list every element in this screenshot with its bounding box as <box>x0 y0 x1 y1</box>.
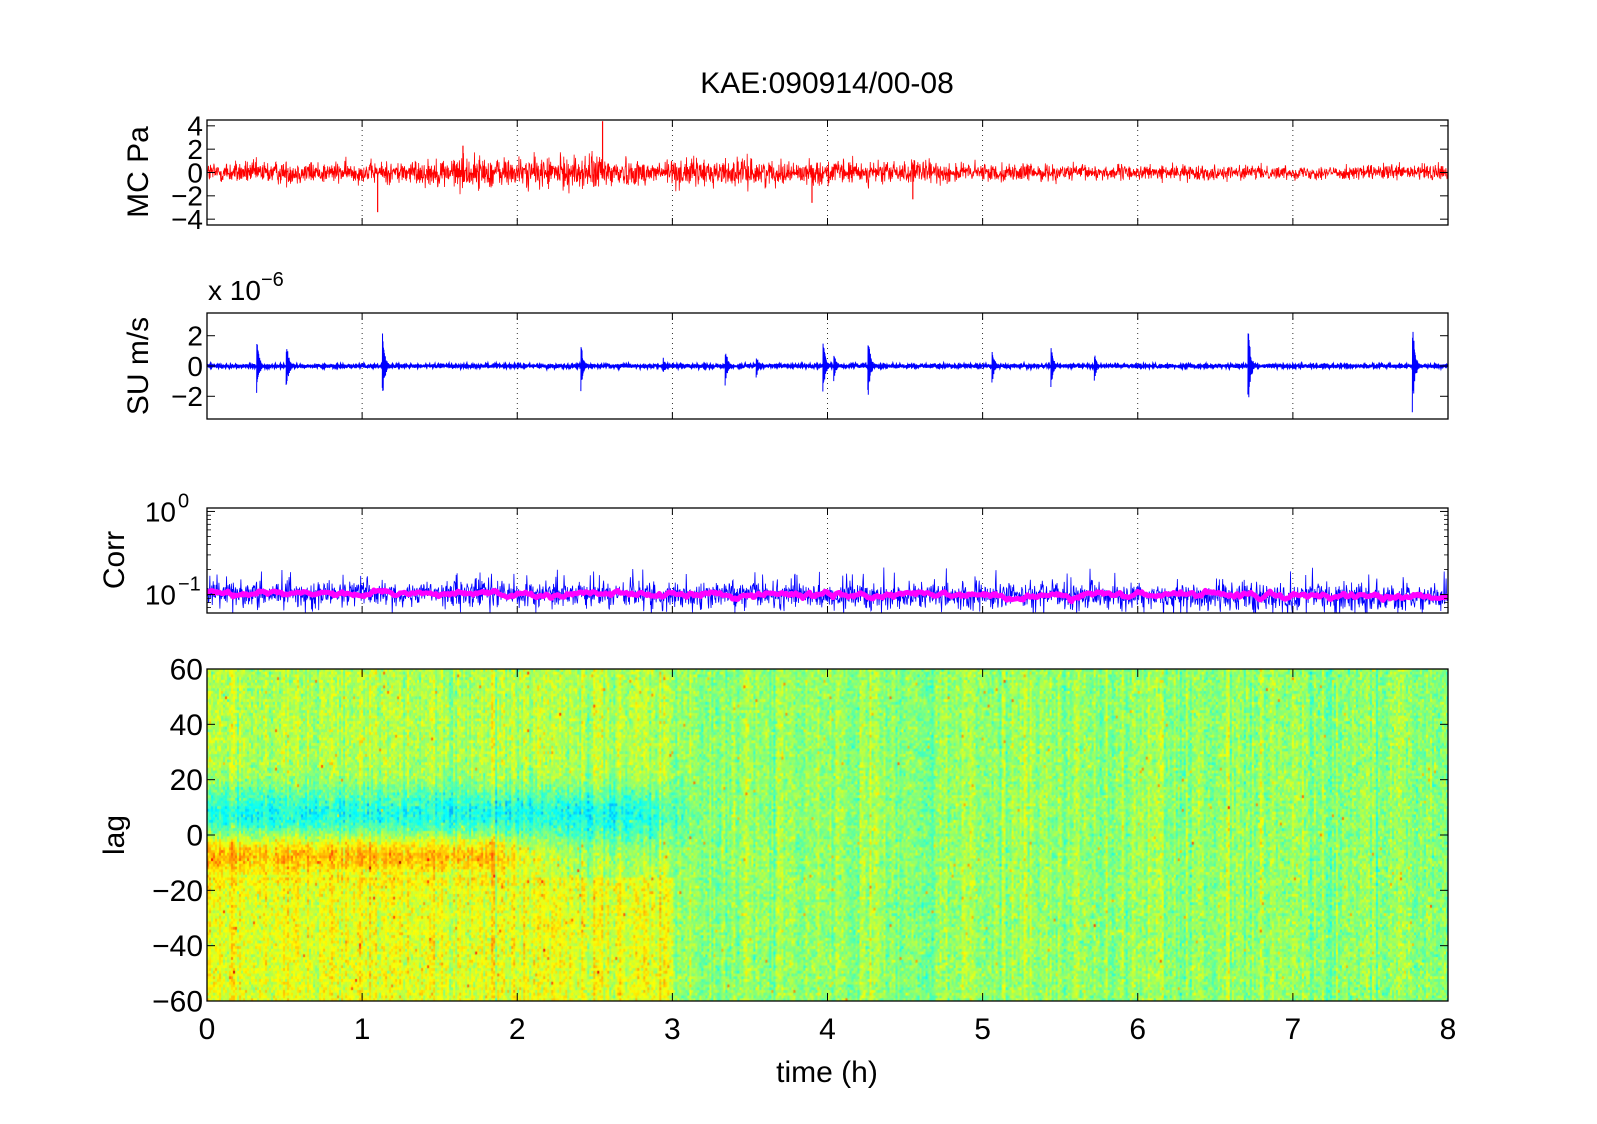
lag-ylabel: lag <box>98 815 131 855</box>
mc-trace-line <box>207 151 1448 195</box>
panel-mc: 420−2−4 MC Pa <box>122 111 1449 235</box>
su-burst <box>867 345 878 395</box>
su-burst <box>662 357 673 372</box>
x-tick-label: 0 <box>199 1013 216 1046</box>
su-scale-factor: x 10−6 <box>208 269 284 306</box>
x-tick-label: 5 <box>974 1013 991 1046</box>
corr-magenta-trace <box>207 587 1448 605</box>
x-tick-label: 4 <box>819 1013 836 1046</box>
su-ticks: 20−2 <box>171 313 1449 419</box>
su-scale-exponent: −6 <box>261 269 284 291</box>
y-tick-exponent: −1 <box>178 574 201 596</box>
su-burst <box>991 352 1002 383</box>
x-tick-label: 3 <box>664 1013 681 1046</box>
su-burst <box>381 333 393 391</box>
y-tick-label: −60 <box>152 986 203 1019</box>
y-tick-label: 0 <box>187 157 203 188</box>
y-tick-label: 40 <box>170 709 203 742</box>
x-tick-label: 2 <box>509 1013 526 1046</box>
su-burst <box>724 353 735 386</box>
su-burst <box>1247 333 1258 398</box>
y-tick-label: 60 <box>170 654 203 687</box>
mc-ticks: 420−2−4 <box>171 111 1449 235</box>
y-tick-label: 0 <box>186 820 203 853</box>
x-tick-label: 7 <box>1285 1013 1302 1046</box>
x-tick-label: 8 <box>1440 1013 1457 1046</box>
panel-su: 20−2 x 10−6 SU m/s <box>122 269 1449 420</box>
mc-pressure-trace <box>207 121 1448 213</box>
y-tick-label: −2 <box>171 181 203 212</box>
su-burst <box>1050 348 1061 387</box>
y-tick-label: 4 <box>187 111 203 142</box>
su-burst <box>755 358 766 378</box>
su-velocity-trace <box>207 331 1448 413</box>
x-axis-label: time (h) <box>776 1056 878 1089</box>
y-tick-label: 10 <box>145 496 176 527</box>
su-burst <box>1093 355 1105 381</box>
x-tick-label: 1 <box>354 1013 371 1046</box>
y-tick-label: −20 <box>152 875 203 908</box>
y-tick-label: 20 <box>170 764 203 797</box>
su-burst <box>822 343 833 392</box>
figure-title: KAE:090914/00-08 <box>700 67 954 100</box>
su-burst <box>285 349 296 385</box>
su-burst <box>833 355 844 382</box>
y-tick-label: −4 <box>171 204 203 235</box>
corr-traces <box>207 567 1448 613</box>
su-scale-base: x 10 <box>208 275 261 306</box>
y-tick-label: −40 <box>152 930 203 963</box>
mc-ylabel: MC Pa <box>122 126 155 218</box>
su-burst <box>580 347 591 392</box>
x-tick-label: 6 <box>1129 1013 1146 1046</box>
y-tick-label: 2 <box>187 134 203 165</box>
y-tick-label: 0 <box>187 351 203 382</box>
su-ylabel: SU m/s <box>122 317 155 415</box>
y-tick-label: −2 <box>171 381 203 412</box>
y-tick-label: 10 <box>145 580 176 611</box>
lag-heatmap <box>207 669 1448 1001</box>
y-tick-label: 2 <box>187 321 203 352</box>
su-burst <box>256 343 267 393</box>
y-tick-exponent: 0 <box>178 490 189 512</box>
corr-ylabel: Corr <box>98 531 131 589</box>
su-burst <box>1411 331 1423 413</box>
